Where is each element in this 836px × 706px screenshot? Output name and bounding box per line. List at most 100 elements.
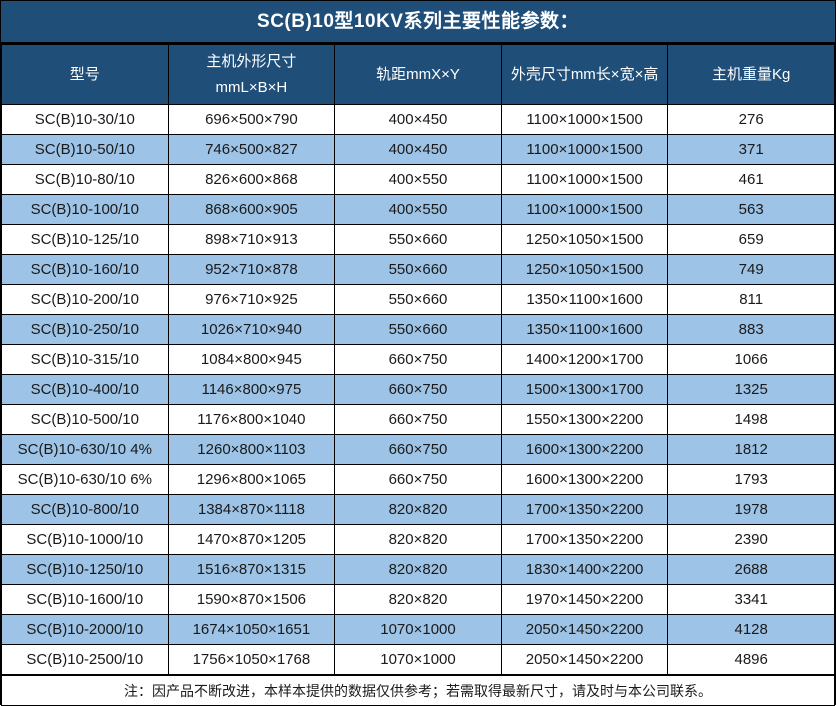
cell-shell: 1100×1000×1500 bbox=[501, 135, 668, 165]
table-row: SC(B)10-160/10952×710×878550×6601250×105… bbox=[2, 255, 835, 285]
parameters-table: 型号 主机外形尺寸 mmL×B×H 轨距mmX×Y 外壳尺寸mm长×宽×高 主机… bbox=[1, 44, 835, 706]
cell-gauge: 660×750 bbox=[335, 435, 502, 465]
table-body: SC(B)10-30/10696×500×790400×4501100×1000… bbox=[2, 105, 835, 676]
cell-weight: 4128 bbox=[668, 615, 835, 645]
cell-dimensions: 898×710×913 bbox=[168, 225, 335, 255]
cell-shell: 2050×1450×2200 bbox=[501, 645, 668, 676]
cell-shell: 1830×1400×2200 bbox=[501, 555, 668, 585]
cell-gauge: 660×750 bbox=[335, 375, 502, 405]
column-header-gauge: 轨距mmX×Y bbox=[335, 45, 502, 105]
cell-dimensions: 1674×1050×1651 bbox=[168, 615, 335, 645]
cell-model: SC(B)10-2500/10 bbox=[2, 645, 169, 676]
cell-gauge: 400×550 bbox=[335, 195, 502, 225]
cell-model: SC(B)10-1600/10 bbox=[2, 585, 169, 615]
table-row: SC(B)10-100/10868×600×905400×5501100×100… bbox=[2, 195, 835, 225]
cell-weight: 461 bbox=[668, 165, 835, 195]
table-row: SC(B)10-80/10826×600×868400×5501100×1000… bbox=[2, 165, 835, 195]
cell-weight: 1978 bbox=[668, 495, 835, 525]
cell-weight: 371 bbox=[668, 135, 835, 165]
cell-gauge: 400×550 bbox=[335, 165, 502, 195]
column-header-model: 型号 bbox=[2, 45, 169, 105]
column-header-dimensions-line2: mmL×B×H bbox=[216, 79, 288, 96]
cell-model: SC(B)10-315/10 bbox=[2, 345, 169, 375]
cell-model: SC(B)10-80/10 bbox=[2, 165, 169, 195]
cell-gauge: 550×660 bbox=[335, 225, 502, 255]
table-row: SC(B)10-800/101384×870×1118820×8201700×1… bbox=[2, 495, 835, 525]
column-header-dimensions-line1: 主机外形尺寸 bbox=[206, 53, 296, 70]
cell-gauge: 1070×1000 bbox=[335, 645, 502, 676]
table-row: SC(B)10-1600/101590×870×1506820×8201970×… bbox=[2, 585, 835, 615]
table-row: SC(B)10-400/101146×800×975660×7501500×13… bbox=[2, 375, 835, 405]
table-row: SC(B)10-2500/101756×1050×17681070×100020… bbox=[2, 645, 835, 676]
cell-model: SC(B)10-500/10 bbox=[2, 405, 169, 435]
cell-gauge: 660×750 bbox=[335, 405, 502, 435]
column-header-shell: 外壳尺寸mm长×宽×高 bbox=[501, 45, 668, 105]
cell-weight: 3341 bbox=[668, 585, 835, 615]
cell-gauge: 550×660 bbox=[335, 315, 502, 345]
cell-dimensions: 868×600×905 bbox=[168, 195, 335, 225]
cell-weight: 1325 bbox=[668, 375, 835, 405]
cell-shell: 1350×1100×1600 bbox=[501, 285, 668, 315]
cell-model: SC(B)10-30/10 bbox=[2, 105, 169, 135]
cell-shell: 1700×1350×2200 bbox=[501, 525, 668, 555]
cell-gauge: 820×820 bbox=[335, 585, 502, 615]
cell-weight: 276 bbox=[668, 105, 835, 135]
cell-gauge: 550×660 bbox=[335, 285, 502, 315]
cell-shell: 1500×1300×1700 bbox=[501, 375, 668, 405]
cell-model: SC(B)10-250/10 bbox=[2, 315, 169, 345]
cell-model: SC(B)10-1250/10 bbox=[2, 555, 169, 585]
cell-weight: 1066 bbox=[668, 345, 835, 375]
table-row: SC(B)10-630/10 6%1296×800×1065660×750160… bbox=[2, 465, 835, 495]
cell-dimensions: 976×710×925 bbox=[168, 285, 335, 315]
cell-weight: 1498 bbox=[668, 405, 835, 435]
cell-gauge: 550×660 bbox=[335, 255, 502, 285]
cell-shell: 1700×1350×2200 bbox=[501, 495, 668, 525]
cell-weight: 749 bbox=[668, 255, 835, 285]
cell-model: SC(B)10-800/10 bbox=[2, 495, 169, 525]
cell-shell: 1550×1300×2200 bbox=[501, 405, 668, 435]
cell-model: SC(B)10-160/10 bbox=[2, 255, 169, 285]
footer-note: 注：因产品不断改进，本样本提供的数据仅供参考；若需取得最新尺寸，请及时与本公司联… bbox=[2, 675, 835, 706]
cell-gauge: 660×750 bbox=[335, 465, 502, 495]
cell-model: SC(B)10-400/10 bbox=[2, 375, 169, 405]
cell-model: SC(B)10-50/10 bbox=[2, 135, 169, 165]
cell-weight: 811 bbox=[668, 285, 835, 315]
cell-dimensions: 1756×1050×1768 bbox=[168, 645, 335, 676]
table-row: SC(B)10-630/10 4%1260×800×1103660×750160… bbox=[2, 435, 835, 465]
cell-model: SC(B)10-630/10 4% bbox=[2, 435, 169, 465]
cell-shell: 1600×1300×2200 bbox=[501, 465, 668, 495]
table-title: SC(B)10型10KV系列主要性能参数： bbox=[1, 1, 835, 44]
cell-shell: 1400×1200×1700 bbox=[501, 345, 668, 375]
cell-model: SC(B)10-125/10 bbox=[2, 225, 169, 255]
cell-shell: 1250×1050×1500 bbox=[501, 255, 668, 285]
cell-gauge: 820×820 bbox=[335, 525, 502, 555]
table-footer: 注：因产品不断改进，本样本提供的数据仅供参考；若需取得最新尺寸，请及时与本公司联… bbox=[2, 675, 835, 706]
cell-dimensions: 952×710×878 bbox=[168, 255, 335, 285]
cell-dimensions: 1146×800×975 bbox=[168, 375, 335, 405]
cell-model: SC(B)10-2000/10 bbox=[2, 615, 169, 645]
cell-shell: 1350×1100×1600 bbox=[501, 315, 668, 345]
table-row: SC(B)10-250/101026×710×940550×6601350×11… bbox=[2, 315, 835, 345]
cell-model: SC(B)10-1000/10 bbox=[2, 525, 169, 555]
table-row: SC(B)10-1000/101470×870×1205820×8201700×… bbox=[2, 525, 835, 555]
cell-weight: 1812 bbox=[668, 435, 835, 465]
cell-gauge: 820×820 bbox=[335, 495, 502, 525]
table-row: SC(B)10-315/101084×800×945660×7501400×12… bbox=[2, 345, 835, 375]
table-row: SC(B)10-1250/101516×870×1315820×8201830×… bbox=[2, 555, 835, 585]
cell-weight: 659 bbox=[668, 225, 835, 255]
cell-dimensions: 1260×800×1103 bbox=[168, 435, 335, 465]
cell-gauge: 400×450 bbox=[335, 135, 502, 165]
cell-weight: 4896 bbox=[668, 645, 835, 676]
cell-shell: 1250×1050×1500 bbox=[501, 225, 668, 255]
cell-gauge: 820×820 bbox=[335, 555, 502, 585]
cell-model: SC(B)10-100/10 bbox=[2, 195, 169, 225]
table-row: SC(B)10-30/10696×500×790400×4501100×1000… bbox=[2, 105, 835, 135]
cell-dimensions: 1384×870×1118 bbox=[168, 495, 335, 525]
cell-model: SC(B)10-200/10 bbox=[2, 285, 169, 315]
cell-shell: 1100×1000×1500 bbox=[501, 195, 668, 225]
header-row: 型号 主机外形尺寸 mmL×B×H 轨距mmX×Y 外壳尺寸mm长×宽×高 主机… bbox=[2, 45, 835, 105]
note-row: 注：因产品不断改进，本样本提供的数据仅供参考；若需取得最新尺寸，请及时与本公司联… bbox=[2, 675, 835, 706]
cell-gauge: 1070×1000 bbox=[335, 615, 502, 645]
cell-shell: 1100×1000×1500 bbox=[501, 165, 668, 195]
cell-dimensions: 1026×710×940 bbox=[168, 315, 335, 345]
